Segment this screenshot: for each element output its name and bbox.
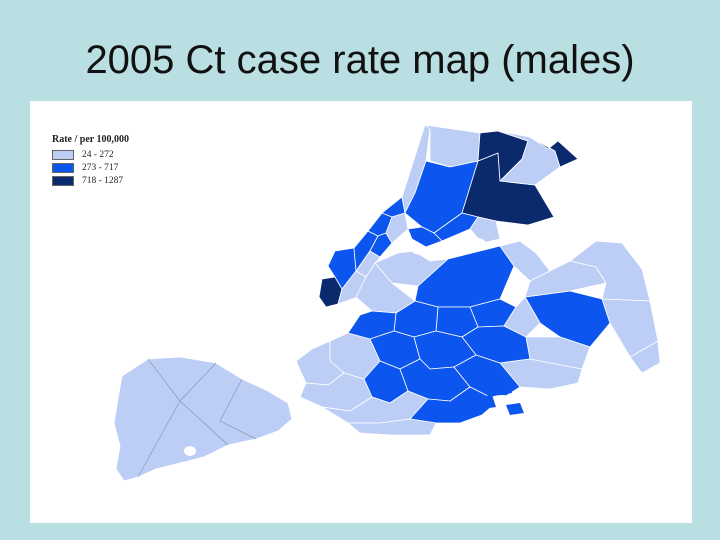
legend-label-low: 24 - 272 <box>82 149 114 160</box>
legend-item-low: 24 - 272 <box>52 148 129 161</box>
legend-label-mid: 273 - 717 <box>82 162 119 173</box>
region-staten-island <box>113 356 293 482</box>
legend-item-mid: 273 - 717 <box>52 161 129 174</box>
jamaica-bay-islands <box>460 373 524 415</box>
legend-swatch-high <box>52 175 74 186</box>
staten-island-boundaries <box>137 358 257 478</box>
region-queens-9 <box>503 296 541 338</box>
map-panel: Rate / per 100,000 24 - 272 273 - 717 71… <box>30 101 692 523</box>
region-bronx-8 <box>469 216 501 244</box>
region-bronx-2 <box>424 124 481 168</box>
map-legend: Rate / per 100,000 24 - 272 273 - 717 71… <box>52 134 129 187</box>
slide-title: 2005 Ct case rate map (males) <box>85 38 635 82</box>
region-manhattan-9 <box>385 212 409 244</box>
region-brooklyn-14 <box>347 418 437 436</box>
legend-item-high: 718 - 1287 <box>52 174 129 187</box>
region-queens-1 <box>414 245 515 308</box>
legend-title: Rate / per 100,000 <box>52 134 130 145</box>
legend-swatch-low <box>52 149 74 160</box>
region-queens-11 <box>629 340 661 374</box>
region-queens-14 <box>499 358 583 390</box>
region-bronx-10 <box>529 136 579 168</box>
region-bronx-7 <box>407 226 443 248</box>
choropleth-map <box>113 124 661 482</box>
region-queens-3 <box>524 290 611 348</box>
region-queens-4 <box>374 250 449 287</box>
legend-swatch-mid <box>52 162 74 173</box>
legend-label-high: 718 - 1287 <box>82 175 124 186</box>
